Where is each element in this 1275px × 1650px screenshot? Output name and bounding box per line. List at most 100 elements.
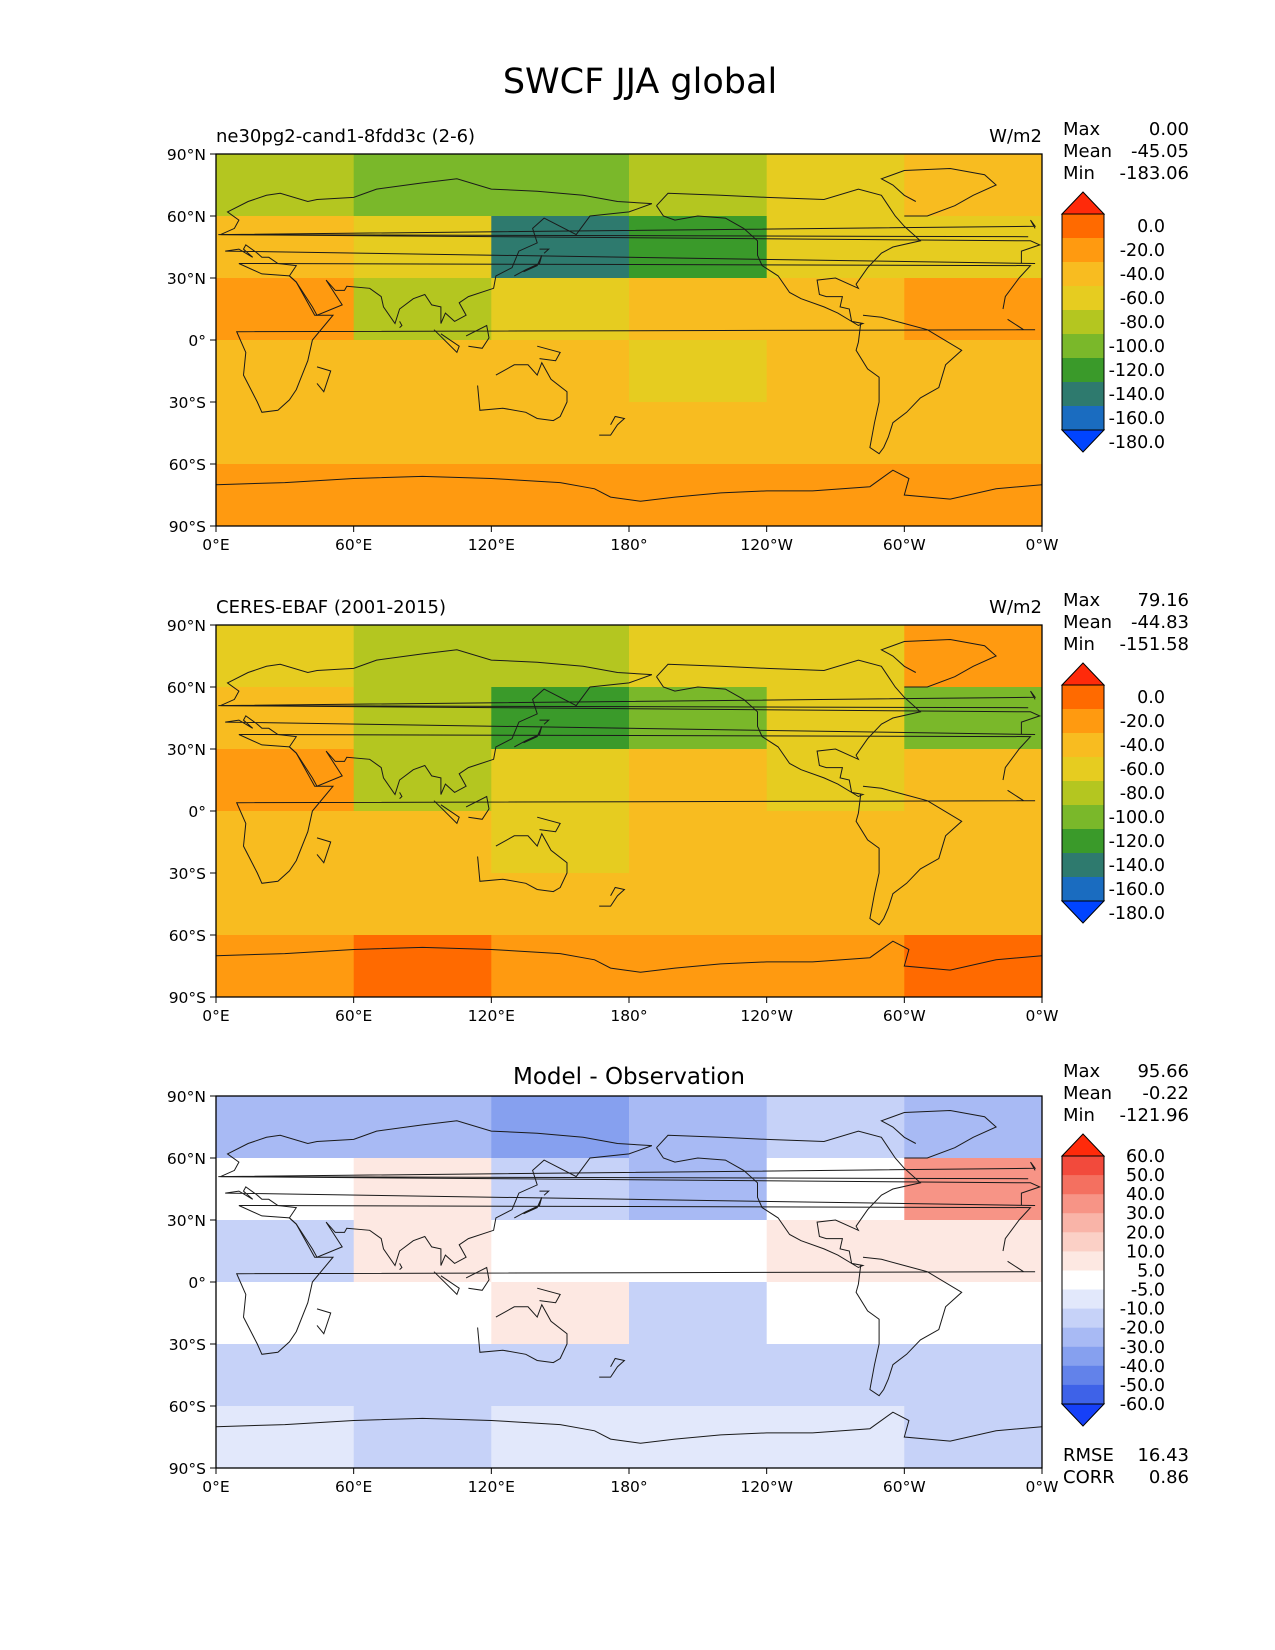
field-cell bbox=[904, 811, 1042, 874]
field-cell bbox=[904, 749, 1042, 812]
coastline bbox=[235, 734, 1036, 884]
colorbar: 0.0 -20.0 -40.0 -60.0 -80.0 -100.0 -120.0 -140.… bbox=[1060, 191, 1165, 453]
coastline bbox=[656, 188, 922, 327]
stat-value: 95.66 bbox=[1137, 1061, 1189, 1082]
field-cell bbox=[353, 1282, 492, 1345]
coastlines bbox=[216, 167, 1042, 502]
field-cell bbox=[353, 1096, 492, 1159]
coastline bbox=[539, 719, 551, 725]
coastline bbox=[399, 321, 403, 328]
stat-value: -44.83 bbox=[1131, 612, 1189, 633]
coastline bbox=[465, 1266, 490, 1291]
field-cell bbox=[353, 464, 492, 526]
stat-value: -0.22 bbox=[1142, 1083, 1189, 1104]
colorbar-swatch bbox=[1062, 1175, 1104, 1195]
lat-tick-label: 60°S bbox=[169, 927, 206, 945]
map-panel-diff: Model - Observation 90°N 60°N 30°N 0° 30°S 60°… bbox=[167, 1061, 1189, 1496]
field-cell bbox=[491, 1282, 630, 1345]
field-cell bbox=[353, 340, 492, 403]
colorbar-label: -180.0 bbox=[1109, 904, 1165, 924]
field-cell bbox=[216, 935, 355, 997]
colorbar-swatch bbox=[1062, 238, 1104, 263]
field-cell bbox=[766, 1344, 905, 1407]
field-cell bbox=[353, 216, 492, 279]
field-cell bbox=[216, 1406, 355, 1468]
colorbar-swatch bbox=[1062, 382, 1104, 407]
coastline bbox=[433, 1271, 460, 1296]
coastline bbox=[399, 1263, 403, 1270]
colorbar-label: -40.0 bbox=[1120, 1357, 1165, 1377]
lat-tick-label: 0° bbox=[188, 1274, 206, 1292]
colorbar-label: -5.0 bbox=[1131, 1281, 1165, 1301]
panel-left-title: CERES-EBAF (2001-2015) bbox=[216, 597, 446, 618]
field-cell bbox=[904, 687, 1042, 750]
coastline bbox=[537, 1287, 561, 1304]
field-cell bbox=[491, 625, 630, 688]
field-cell bbox=[491, 278, 630, 341]
colorbar-swatch bbox=[1062, 1289, 1104, 1309]
colorbar-label: -20.0 bbox=[1120, 241, 1165, 261]
stat-label: Mean bbox=[1063, 612, 1112, 633]
coastline bbox=[537, 345, 561, 362]
field-cell bbox=[353, 687, 492, 750]
coastline bbox=[880, 167, 998, 217]
stat-label: Mean bbox=[1063, 1083, 1112, 1104]
lon-tick-label: 120°W bbox=[740, 536, 793, 554]
field-cell bbox=[766, 935, 905, 997]
field-cell bbox=[629, 1096, 768, 1159]
lon-tick-label: 180° bbox=[610, 1007, 647, 1025]
coastline bbox=[218, 690, 1037, 709]
coastline bbox=[599, 886, 626, 907]
field-cell bbox=[491, 811, 630, 874]
colorbar-swatch bbox=[1062, 829, 1104, 854]
colorbar-swatch bbox=[1062, 1308, 1104, 1329]
coastline bbox=[235, 263, 1036, 413]
colorbar-extend-top bbox=[1060, 1133, 1106, 1157]
field-cell bbox=[216, 1158, 355, 1221]
coastline bbox=[433, 800, 460, 825]
lon-tick-label: 0°W bbox=[1026, 536, 1059, 554]
coastline bbox=[316, 366, 332, 393]
lon-tick-label: 120°E bbox=[468, 536, 515, 554]
lon-tick-label: 120°W bbox=[740, 1478, 793, 1496]
field-cell bbox=[629, 278, 768, 341]
colorbar-swatch bbox=[1062, 1213, 1104, 1233]
field-cell bbox=[629, 811, 768, 874]
stat-value: -45.05 bbox=[1131, 141, 1189, 162]
coastline bbox=[216, 469, 1042, 502]
colorbar-label: -50.0 bbox=[1120, 1376, 1165, 1396]
lat-tick-label: 30°S bbox=[169, 865, 206, 883]
colorbar-label: -20.0 bbox=[1120, 712, 1165, 732]
lat-tick-label: 60°S bbox=[169, 1398, 206, 1416]
field-cell bbox=[353, 749, 492, 812]
colorbar-label: -140.0 bbox=[1109, 856, 1165, 876]
lat-tick-label: 0° bbox=[188, 332, 206, 350]
colorbar-label: -40.0 bbox=[1120, 265, 1165, 285]
field-cell bbox=[216, 1344, 355, 1407]
field-cell bbox=[904, 464, 1042, 526]
field-cells bbox=[216, 625, 1042, 997]
colorbar-extend-bottom bbox=[1060, 900, 1106, 924]
field-cell bbox=[766, 873, 905, 936]
field-cell bbox=[491, 1406, 630, 1468]
lon-tick-label: 0°E bbox=[202, 1007, 229, 1025]
field-cell bbox=[491, 1220, 630, 1283]
field-cell bbox=[904, 1096, 1042, 1159]
colorbar-label: -30.0 bbox=[1120, 1338, 1165, 1358]
lon-tick-label: 60°E bbox=[335, 1007, 372, 1025]
stat-label: Min bbox=[1063, 163, 1095, 184]
coastline bbox=[880, 638, 998, 688]
colorbar-label: -120.0 bbox=[1109, 361, 1165, 381]
colorbar-swatch bbox=[1062, 1327, 1104, 1348]
colorbar-extend-bottom bbox=[1060, 429, 1106, 453]
stat-value: -183.06 bbox=[1120, 163, 1189, 184]
lat-tick-label: 60°N bbox=[167, 679, 206, 697]
coastline bbox=[514, 255, 543, 277]
colorbar-swatch bbox=[1062, 781, 1104, 806]
colorbar-frame bbox=[1061, 1155, 1105, 1405]
field-cell bbox=[216, 340, 355, 403]
colorbar-label: -80.0 bbox=[1120, 313, 1165, 333]
field-cell bbox=[904, 1158, 1042, 1221]
colorbar-swatch bbox=[1062, 1194, 1104, 1214]
field-cell bbox=[766, 625, 905, 688]
